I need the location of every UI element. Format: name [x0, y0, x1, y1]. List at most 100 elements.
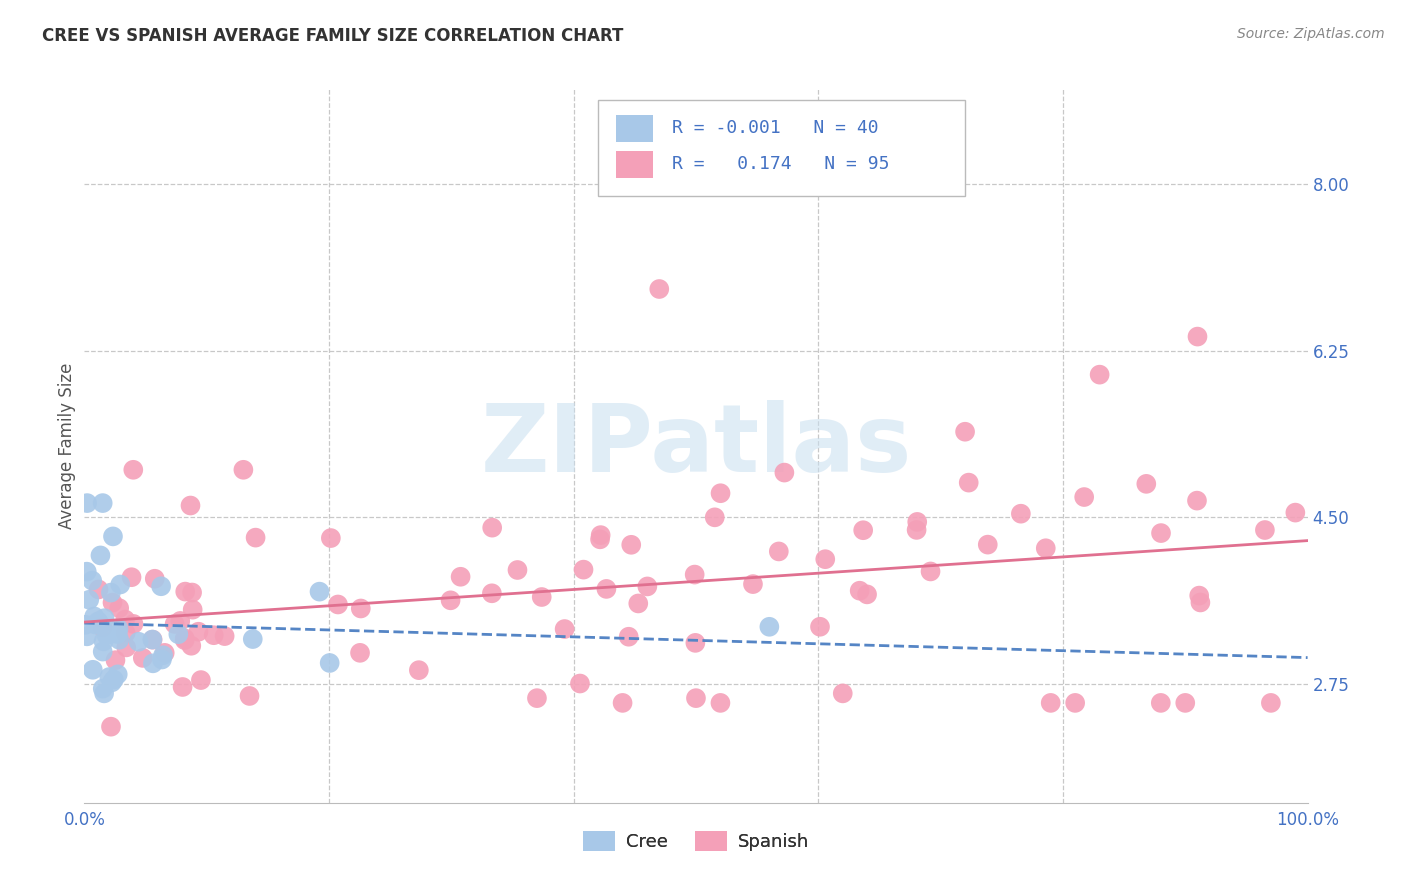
Point	[114, 626, 136, 640]
Point	[1088, 368, 1111, 382]
Point	[620, 538, 643, 552]
Point	[173, 633, 195, 648]
Point	[349, 646, 371, 660]
Point	[150, 579, 173, 593]
Point	[808, 620, 831, 634]
Point	[238, 689, 260, 703]
Point	[91, 681, 114, 696]
Point	[214, 629, 236, 643]
Point	[1189, 595, 1212, 609]
FancyBboxPatch shape	[598, 100, 965, 196]
Point	[1188, 589, 1211, 603]
Point	[612, 696, 634, 710]
Point	[190, 673, 212, 687]
Point	[76, 565, 98, 579]
Point	[773, 466, 796, 480]
Point	[977, 538, 1000, 552]
Point	[758, 620, 780, 634]
Point	[103, 673, 125, 687]
Point	[101, 529, 124, 543]
Point	[318, 656, 340, 670]
Point	[589, 533, 612, 547]
Point	[75, 617, 97, 632]
Point	[439, 593, 461, 607]
Point	[107, 627, 129, 641]
Point	[905, 515, 928, 529]
Point	[91, 621, 114, 635]
Point	[530, 590, 553, 604]
Y-axis label: Average Family Size: Average Family Size	[58, 363, 76, 529]
Point	[709, 696, 731, 710]
Point	[308, 584, 330, 599]
Point	[77, 592, 100, 607]
Point	[1064, 696, 1087, 710]
Point	[82, 574, 104, 588]
Point	[128, 634, 150, 648]
Point	[685, 691, 707, 706]
Point	[768, 544, 790, 558]
Point	[202, 628, 225, 642]
Point	[101, 596, 124, 610]
Point	[108, 601, 131, 615]
Point	[143, 572, 166, 586]
Point	[506, 563, 529, 577]
Text: CREE VS SPANISH AVERAGE FAMILY SIZE CORRELATION CHART: CREE VS SPANISH AVERAGE FAMILY SIZE CORR…	[42, 27, 623, 45]
Point	[1187, 329, 1209, 343]
Point	[132, 651, 155, 665]
Point	[1035, 541, 1057, 556]
Point	[526, 691, 548, 706]
Point	[122, 463, 145, 477]
Point	[350, 601, 373, 615]
Point	[636, 579, 658, 593]
Point	[617, 630, 640, 644]
Point	[554, 622, 576, 636]
Point	[180, 639, 202, 653]
Point	[181, 585, 204, 599]
Point	[703, 510, 725, 524]
Point	[1073, 490, 1095, 504]
Point	[920, 565, 942, 579]
Point	[173, 632, 195, 646]
Point	[121, 570, 143, 584]
Point	[93, 686, 115, 700]
Point	[115, 640, 138, 655]
Point	[905, 523, 928, 537]
Point	[648, 282, 671, 296]
Point	[76, 629, 98, 643]
Point	[245, 531, 267, 545]
Point	[101, 675, 124, 690]
Text: R =   0.174   N = 95: R = 0.174 N = 95	[672, 155, 889, 173]
Point	[685, 636, 707, 650]
Point	[1185, 493, 1208, 508]
Point	[852, 523, 875, 537]
Point	[1150, 526, 1173, 541]
FancyBboxPatch shape	[616, 151, 654, 178]
Point	[1284, 506, 1306, 520]
Point	[1254, 523, 1277, 537]
Text: ZIPatlas: ZIPatlas	[481, 400, 911, 492]
Point	[814, 552, 837, 566]
Point	[683, 567, 706, 582]
Point	[100, 585, 122, 599]
Point	[589, 528, 612, 542]
Point	[91, 496, 114, 510]
Point	[167, 627, 190, 641]
FancyBboxPatch shape	[616, 115, 654, 142]
Point	[326, 598, 349, 612]
Point	[98, 670, 121, 684]
Point	[481, 521, 503, 535]
Point	[181, 602, 204, 616]
Point	[1150, 696, 1173, 710]
Point	[89, 549, 111, 563]
Point	[856, 587, 879, 601]
Point	[569, 676, 592, 690]
Point	[408, 663, 430, 677]
Point	[91, 644, 114, 658]
Point	[172, 680, 194, 694]
Point	[232, 463, 254, 477]
Point	[93, 611, 115, 625]
Point	[953, 425, 976, 439]
Point	[1174, 696, 1197, 710]
Point	[742, 577, 765, 591]
Point	[142, 657, 165, 671]
